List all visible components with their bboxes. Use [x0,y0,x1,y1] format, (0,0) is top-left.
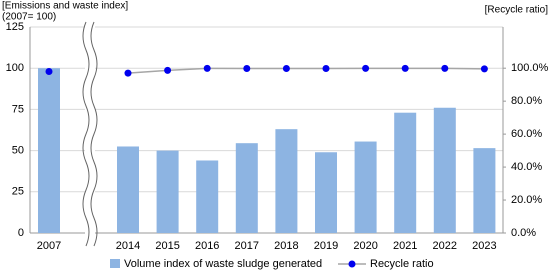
x-tick-label: 2022 [433,240,457,252]
y2-tick-label: 20.0% [511,194,542,206]
line-marker [441,64,449,72]
x-tick-label: 2015 [155,240,179,252]
line-marker [401,64,409,72]
bar [235,143,258,233]
bar [156,150,179,233]
line-marker [243,65,251,73]
axis-break [82,21,98,247]
line-marker [362,64,370,72]
line-marker [45,67,53,75]
line-marker [124,69,132,77]
y2-tick-label: 60.0% [511,128,542,140]
bar [38,68,60,233]
line-marker [282,65,290,73]
y-axis-title: [Emissions and waste index] [2,1,128,12]
bar [275,129,298,233]
y2-axis-title: [Recycle ratio] [485,5,549,16]
bar [433,107,456,233]
bar [196,160,219,233]
x-tick-label: 2020 [353,240,377,252]
y2-tick-label: 80.0% [511,95,542,107]
x-tick-label: 2016 [195,240,219,252]
line-marker [164,66,172,74]
y2-tick-label: 40.0% [511,161,542,173]
bar [315,152,337,233]
x-tick-label: 2014 [116,240,140,252]
y-axis-subtitle: (2007= 100) [2,12,56,23]
x-tick-label: 2023 [472,240,496,252]
y-tick-label: 25 [12,186,24,198]
line-segment [167,67,208,72]
legend-label: Recycle ratio [370,258,434,270]
bar [117,146,139,233]
x-tick-label: 2017 [235,240,259,252]
bar [394,112,417,233]
y-tick-label: 0 [18,227,24,239]
y-tick-label: 125 [6,21,24,33]
legend-swatch [110,259,120,268]
y-tick-label: 50 [12,145,24,157]
bar [354,141,377,233]
legend-marker [348,260,356,268]
line-segment [127,69,168,74]
line-marker [480,65,488,73]
x-tick-label: 2019 [314,240,338,252]
y2-tick-label: 0.0% [511,227,536,239]
y-tick-label: 100 [6,62,24,74]
line-marker [203,64,211,72]
x-tick-label: 2007 [37,240,61,252]
y2-tick-label: 100.0% [511,62,549,74]
legend-label: Volume index of waste sludge generated [124,258,322,270]
y-tick-label: 75 [12,103,24,115]
x-tick-label: 2018 [274,240,298,252]
bar [473,148,496,233]
x-tick-label: 2021 [393,240,417,252]
line-marker [322,65,330,73]
